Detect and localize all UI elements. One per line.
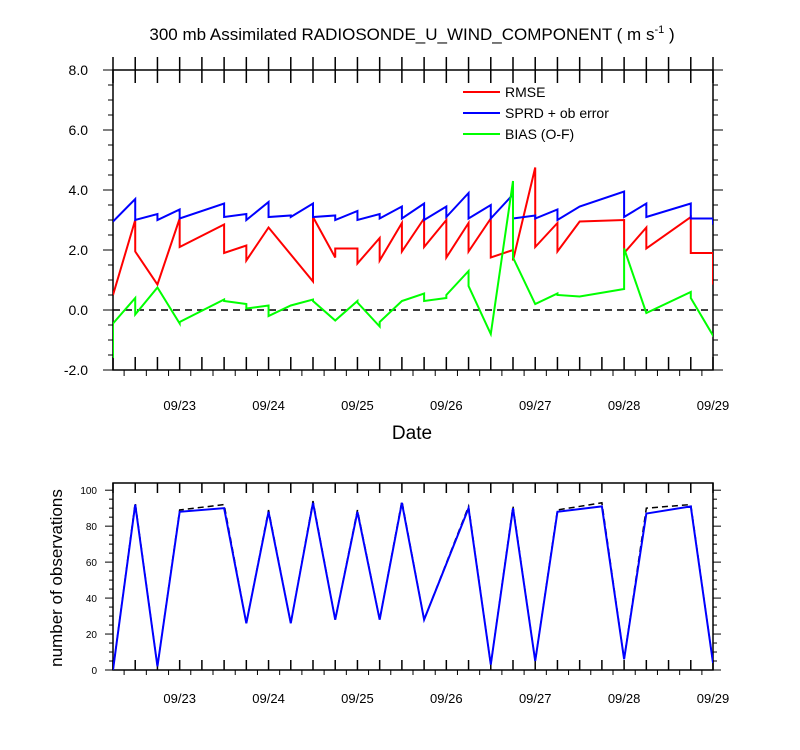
x-tick-label: 09/23	[163, 398, 196, 413]
x-tick-label: 09/28	[608, 398, 641, 413]
y-tick-label-bottom: 80	[86, 522, 98, 533]
x-tick-label-bottom: 09/23	[163, 691, 196, 706]
y-tick-label-bottom: 0	[91, 666, 97, 677]
x-tick-label: 09/26	[430, 398, 463, 413]
plot-frame-bottom	[112, 482, 714, 671]
y-tick-label-bottom: 100	[80, 486, 97, 497]
series-group-bottom	[113, 500, 713, 670]
y-tick-label-bottom: 60	[86, 558, 98, 569]
y-tick-label: 2.0	[69, 242, 89, 258]
bottom-panel: 09/23 09/24 09/25 09/26 09/27 09/28 09/29 0 20 40…	[80, 482, 730, 706]
series-line-sprd-ob-error	[113, 190, 713, 225]
x-axis-label: Date	[392, 423, 432, 444]
y-axis-label-bottom: number of observations	[47, 489, 66, 667]
series-line-observations-possible	[113, 500, 713, 670]
series-line-observations-used	[113, 502, 713, 670]
chart-title-main: 300 mb Assimilated RADIOSONDE_U_WIND_COM…	[149, 25, 654, 44]
series-line-bias-o-f-	[113, 180, 713, 358]
y-tick-label: 6.0	[69, 122, 89, 138]
x-tick-label-bottom: 09/25	[341, 691, 374, 706]
x-tick-label: 09/29	[697, 398, 730, 413]
chart-title: 300 mb Assimilated RADIOSONDE_U_WIND_COM…	[149, 24, 674, 44]
legend: RMSE SPRD + ob error BIAS (O-F)	[463, 84, 609, 142]
x-tick-label-bottom: 09/28	[608, 691, 641, 706]
y-tick-label: 0.0	[69, 302, 89, 318]
legend-label: SPRD + ob error	[505, 105, 609, 121]
y-tick-label-bottom: 40	[86, 594, 98, 605]
y-tick-label: 4.0	[69, 182, 89, 198]
y-tick-label-bottom: 20	[86, 630, 98, 641]
x-tick-label-bottom: 09/26	[430, 691, 463, 706]
y-tick-label: -2.0	[64, 362, 88, 378]
legend-label: BIAS (O-F)	[505, 126, 574, 142]
legend-label: RMSE	[505, 84, 545, 100]
x-tick-label: 09/24	[252, 398, 285, 413]
x-tick-label-bottom: 09/27	[519, 691, 552, 706]
series-group-top	[113, 167, 713, 358]
series-line-rmse	[113, 167, 713, 296]
series-tail-rmse	[712, 282, 713, 285]
y-tick-label: 8.0	[69, 62, 89, 78]
chart-title-sup: -1	[654, 24, 664, 36]
x-tick-label-bottom: 09/29	[697, 691, 730, 706]
x-tick-label: 09/25	[341, 398, 374, 413]
x-tick-label: 09/27	[519, 398, 552, 413]
chart-title-close: )	[664, 25, 674, 44]
x-tick-label-bottom: 09/24	[252, 691, 285, 706]
top-panel: 09/23 09/24 09/25 09/26 09/27 09/28 09/29 -2.0 0…	[64, 57, 730, 413]
